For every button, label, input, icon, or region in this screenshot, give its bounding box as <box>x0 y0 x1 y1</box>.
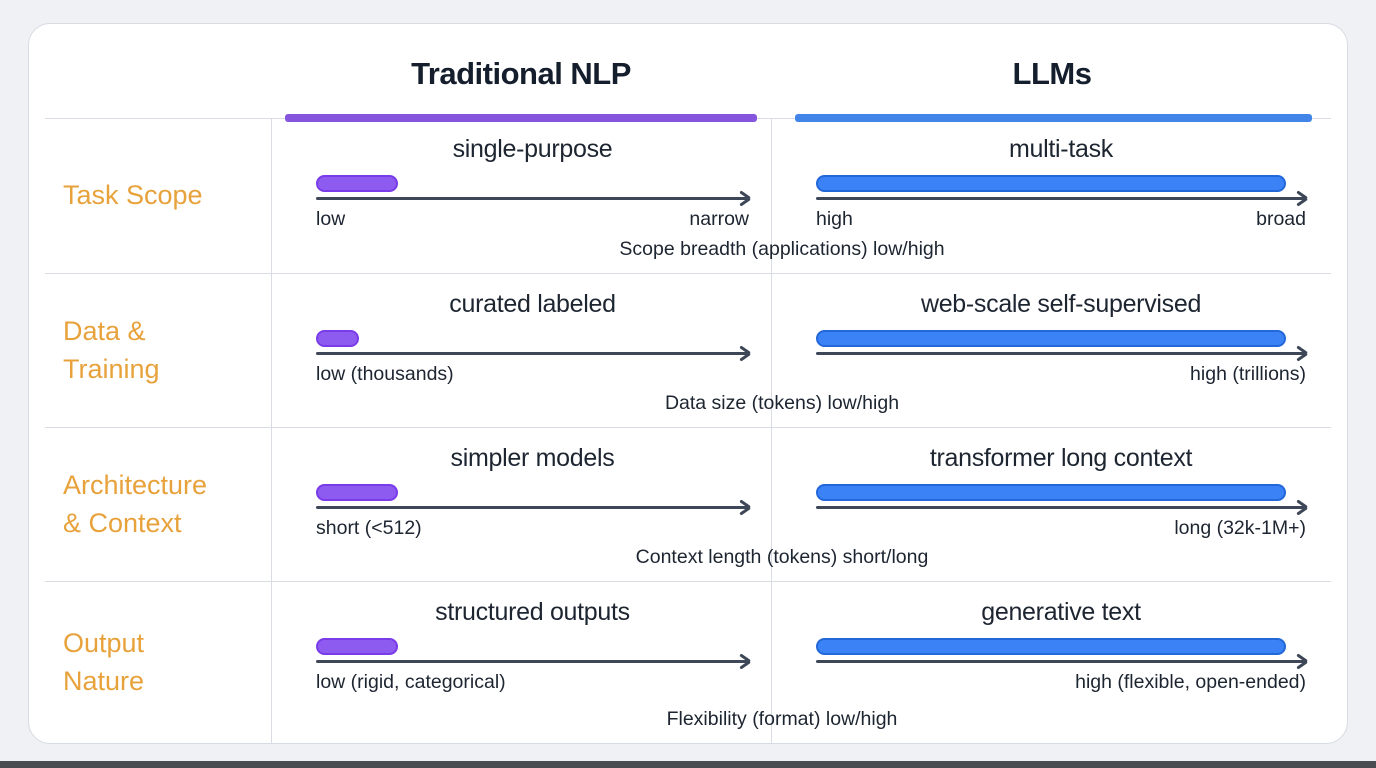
axis-label-right: narrow <box>689 208 749 230</box>
axis-label-right: high (flexible, open-ended) <box>1075 671 1306 693</box>
spectrum-title: simpler models <box>450 444 615 472</box>
value-bar <box>316 484 399 501</box>
llm-cell: generative text high (flexible, open-end… <box>771 582 1333 706</box>
axis-arrow <box>316 197 749 200</box>
traditional-cell: single-purpose low narrow <box>271 119 771 236</box>
llm-cell: transformer long context long (32k-1M+) <box>771 428 1333 544</box>
dimension-caption: Flexibility (format) low/high <box>666 708 898 730</box>
traditional-cell: structured outputs low (rigid, categoric… <box>271 582 771 706</box>
value-bar <box>816 484 1287 501</box>
axis-labels: short (<512) <box>316 517 749 540</box>
axis-label-right: long (32k-1M+) <box>1174 517 1306 539</box>
value-bar <box>316 330 360 347</box>
axis-arrow <box>816 660 1306 663</box>
axis-label-right: high (trillions) <box>1190 363 1306 385</box>
spectrum-title: multi-task <box>1009 135 1113 163</box>
header-spacer <box>45 24 271 118</box>
spectrum-title: transformer long context <box>929 444 1193 472</box>
row-label: Task Scope <box>63 177 271 214</box>
axis-label-right: broad <box>1256 208 1306 230</box>
row-label-line: Output <box>63 628 145 659</box>
axis-label-left: high <box>816 208 853 230</box>
axis-label-left: low (rigid, categorical) <box>316 671 506 693</box>
column-divider <box>271 119 272 273</box>
comparison-row-data-training: Data & Training curated labeled low (tho… <box>45 273 1331 427</box>
traditional-cell: simpler models short (<512) <box>271 428 771 544</box>
spectrum-title: web-scale self-supervised <box>920 290 1202 318</box>
axis-arrow <box>816 506 1306 509</box>
row-label-line: Task Scope <box>63 180 203 211</box>
row-label-cell: Task Scope <box>45 119 271 273</box>
axis-labels: low (thousands) <box>316 363 749 386</box>
value-bar <box>816 638 1287 655</box>
row-label: Output Nature <box>63 625 271 700</box>
axis-labels: low narrow <box>316 208 749 231</box>
comparison-row-output-nature: Output Nature structured outputs low (ri… <box>45 581 1331 743</box>
header-row: Traditional NLP LLMs <box>45 24 1331 122</box>
axis-label-left: low <box>316 208 346 230</box>
value-bar <box>316 175 399 192</box>
row-label-cell: Output Nature <box>45 582 271 743</box>
row-label-line: Data & <box>63 316 146 347</box>
column-divider <box>271 274 272 427</box>
axis-labels: high (flexible, open-ended) <box>816 671 1306 694</box>
row-label: Data & Training <box>63 313 271 388</box>
column-divider <box>771 274 772 427</box>
llm-cell: web-scale self-supervised high (trillion… <box>771 274 1333 390</box>
axis-labels: long (32k-1M+) <box>816 517 1306 540</box>
value-bar <box>816 330 1287 347</box>
spectrum-title: single-purpose <box>452 135 613 163</box>
traditional-cell: curated labeled low (thousands) <box>271 274 771 390</box>
row-label-line: Training <box>63 353 160 384</box>
row-label: Architecture & Context <box>63 467 271 542</box>
column-divider <box>271 428 272 581</box>
axis-labels: high (trillions) <box>816 363 1306 386</box>
spectrum-title: curated labeled <box>449 290 616 318</box>
llm-cell: multi-task high broad <box>771 119 1333 236</box>
spectrum-title: generative text <box>981 598 1141 626</box>
value-bar <box>316 638 399 655</box>
column-divider <box>271 582 272 743</box>
axis-arrow <box>316 506 749 509</box>
axis-arrow <box>816 352 1306 355</box>
dimension-caption: Data size (tokens) low/high <box>664 392 900 414</box>
axis-arrow <box>316 660 749 663</box>
axis-arrow <box>316 352 749 355</box>
row-label-line: Architecture <box>63 470 208 501</box>
axis-label-left: low (thousands) <box>316 363 454 385</box>
axis-label-left: short (<512) <box>316 517 422 539</box>
traditional-accent-underline <box>285 114 757 122</box>
column-divider <box>771 428 772 581</box>
axis-arrow <box>816 197 1306 200</box>
comparison-table: Traditional NLP LLMs Task Scope single-p… <box>45 24 1331 743</box>
column-title-llms: LLMs <box>1012 56 1092 91</box>
llm-accent-underline <box>795 114 1312 122</box>
spectrum-title: structured outputs <box>435 598 630 626</box>
axis-labels: low (rigid, categorical) <box>316 671 749 694</box>
column-title-traditional: Traditional NLP <box>411 56 631 91</box>
row-label-line: Nature <box>63 665 145 696</box>
column-divider <box>771 582 772 743</box>
value-bar <box>816 175 1287 192</box>
column-divider <box>771 119 772 273</box>
comparison-row-task-scope: Task Scope single-purpose low narrow mul… <box>45 119 1331 273</box>
row-label-line: & Context <box>63 507 182 538</box>
dimension-caption: Context length (tokens) short/long <box>635 546 929 568</box>
comparison-card: Traditional NLP LLMs Task Scope single-p… <box>28 23 1348 744</box>
comparison-row-architecture-context: Architecture & Context simpler models sh… <box>45 427 1331 581</box>
row-label-cell: Data & Training <box>45 274 271 427</box>
screenshot-bottom-edge <box>0 761 1376 768</box>
dimension-caption: Scope breadth (applications) low/high <box>619 238 945 260</box>
row-label-cell: Architecture & Context <box>45 428 271 581</box>
axis-labels: high broad <box>816 208 1306 231</box>
